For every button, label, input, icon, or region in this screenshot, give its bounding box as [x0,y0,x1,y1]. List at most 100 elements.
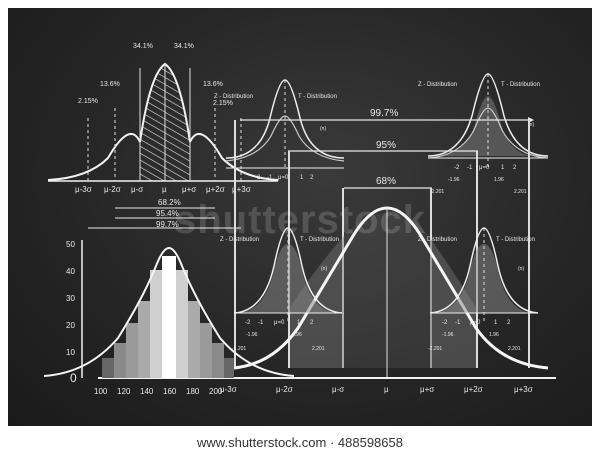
x-tick-160: 160 [163,387,177,396]
coverage-68-long: 68% [376,176,396,187]
big-label-mu-plus-2sigma: μ+2σ [464,385,483,394]
axis-label-mu-plus-3sigma: μ+3σ [232,185,251,194]
z-label-top-right: Z - Distribution [418,82,457,88]
z-label-bottom-left: Z - Distribution [220,237,259,243]
tick-top-right-neg1: -1 [467,165,473,171]
tick-top-right-2: 2 [513,165,517,171]
big-label-mu-minus-3sigma: μ-3σ [220,385,237,394]
big-label-mu-plus-3sigma: μ+3σ [514,385,533,394]
label-left-34-1: 34.1% [133,43,153,50]
coverage-95-long: 95% [376,140,396,151]
label-right-13-6: 13.6% [203,81,223,88]
hist-bar-9 [200,323,212,378]
tick-bottom-left-mu: μ=0 [274,320,285,326]
boundary-mu-plus-3sigma [528,120,530,368]
tick-bottom-right-mu: μ=0 [470,320,481,326]
t-label-top-right: T - Distribution [501,82,540,88]
t-label-bottom-left: T - Distribution [300,237,339,243]
big-label-mu-minus-sigma: μ-σ [332,385,344,394]
tick-top-middle-2: 2 [310,175,314,181]
hist-bar-5 [150,270,162,378]
z-label-bottom-right: Z - Distribution [418,237,457,243]
t-filled-region-bottom-left [240,244,334,313]
shaded-center [342,213,430,368]
crit-t-left-bottom-right: -2.201 [428,346,442,352]
crit-t-right-bottom-left: 2.201 [312,346,325,352]
x-tick-140: 140 [140,387,154,396]
axis-label-mu-minus-sigma: μ-σ [131,185,143,194]
histogram-x-ticks: 100 120 140 160 180 200 [94,387,223,396]
tick-top-right-neg2: -2 [454,165,460,171]
crit-t-left-top-right: -2.201 [430,189,444,195]
y-tick-20: 20 [66,321,75,330]
x-tick-180: 180 [186,387,200,396]
t-n-label-bottom-left: (n) [321,266,327,272]
x-tick-200: 200 [209,387,223,396]
tick-bottom-left-neg1: -1 [258,320,264,326]
t-filled-region-bottom-right [436,244,530,313]
t-n-label-bottom-right: (n) [518,266,524,272]
tick-bottom-left-neg2: -2 [245,320,251,326]
y-tick-30: 30 [66,294,75,303]
axis-label-mu-minus-2sigma: μ-2σ [104,185,121,194]
histogram: 0 10 20 30 40 50 100 120 140 1 [43,240,295,396]
t-filled-region-top-right [438,96,534,156]
t-n-label-top-middle: (n) [320,126,326,132]
bottom-right-z-t-distribution: Z - Distribution T - Distribution (n) -2… [418,227,539,352]
axis-label-mu-plus-2sigma: μ+2σ [206,185,225,194]
y-tick-40: 40 [66,267,75,276]
hist-bar-3 [126,323,138,378]
coverage-68-2: 68.2% [158,198,181,207]
y-tick-50: 50 [66,240,75,249]
coverage-997-long: 99.7% [370,108,398,119]
ticks-bottom-left: -2 -1 μ=0 1 2 [245,320,314,326]
ticks-top-right: -2 -1 μ=0 1 2 [454,165,517,171]
crit-z-left-bottom-right: -1.96 [442,332,454,338]
long-coverage-arrows: 99.7% 95% 68% [240,108,534,189]
tick-top-middle-mu: μ=0 [278,175,289,181]
crit-t-left-bottom-left: -2.201 [232,346,246,352]
crit-z-right-bottom-right: 1.96 [489,332,499,338]
crit-t-right-bottom-right: 2.201 [508,346,521,352]
label-left-2-15: 2.15% [78,98,98,105]
tick-top-right-mu: μ=0 [479,165,490,171]
diagram-canvas: 2.15% 13.6% 34.1% 34.1% 13.6% 2.15% μ-3σ… [43,43,556,396]
crit-z-right-bottom-left: 1.96 [292,332,302,338]
top-left-axis-labels: μ-3σ μ-2σ μ-σ μ μ+σ μ+2σ μ+3σ [75,185,251,194]
top-left-normal-distribution: 2.15% 13.6% 34.1% 34.1% 13.6% 2.15% μ-3σ… [47,43,279,229]
bottom-left-z-t-distribution: Z - Distribution T - Distribution (n) -2… [220,227,343,352]
tick-bottom-left-2: 2 [310,320,314,326]
axis-label-mu-plus-sigma: μ+σ [182,185,196,194]
tick-bottom-left-1: 1 [297,320,301,326]
t-curve-top-right [427,107,549,159]
crit-t-right-top-right: 2.201 [514,189,527,195]
t-n-label-top-right: (n) [528,122,534,128]
chalkboard: 2.15% 13.6% 34.1% 34.1% 13.6% 2.15% μ-3σ… [8,8,592,426]
axis-label-mu-minus-3sigma: μ-3σ [75,185,92,194]
hist-bar-7 [176,270,188,378]
top-middle-z-t-distribution: Z - Distribution T - Distribution (n) -2… [214,79,345,181]
coverage-99-7: 99.7% [156,220,179,229]
hist-bar-8 [188,301,200,378]
big-label-mu-plus-sigma: μ+σ [420,385,434,394]
label-left-13-6: 13.6% [100,81,120,88]
x-tick-120: 120 [117,387,131,396]
tick-top-right-1: 1 [501,165,505,171]
ticks-top-middle: -2 -1 μ=0 1 2 [255,175,314,181]
hist-bar-6 [162,256,176,378]
hist-bar-2 [114,343,126,378]
boundary-mu-minus-sigma [342,188,344,368]
boundary-mu-minus-3sigma [234,120,236,368]
histogram-fit-curve [43,246,295,377]
label-right-2-15: 2.15% [213,100,233,107]
tick-top-middle-1: 1 [300,175,304,181]
t-label-top-middle: T - Distribution [298,94,337,100]
ticks-bottom-right: -2 -1 μ=0 1 2 [442,320,511,326]
tick-top-middle-neg1: -1 [267,175,273,181]
top-right-z-t-distribution: Z - Distribution T - Distribution (n) -2… [418,73,549,195]
coverage-95-4: 95.4% [156,209,179,218]
footer-credit: www.shutterstock.com · 488598658 [0,430,600,455]
label-right-34-1: 34.1% [174,43,194,50]
hist-bar-1 [102,358,114,378]
hist-bar-10 [212,343,224,378]
